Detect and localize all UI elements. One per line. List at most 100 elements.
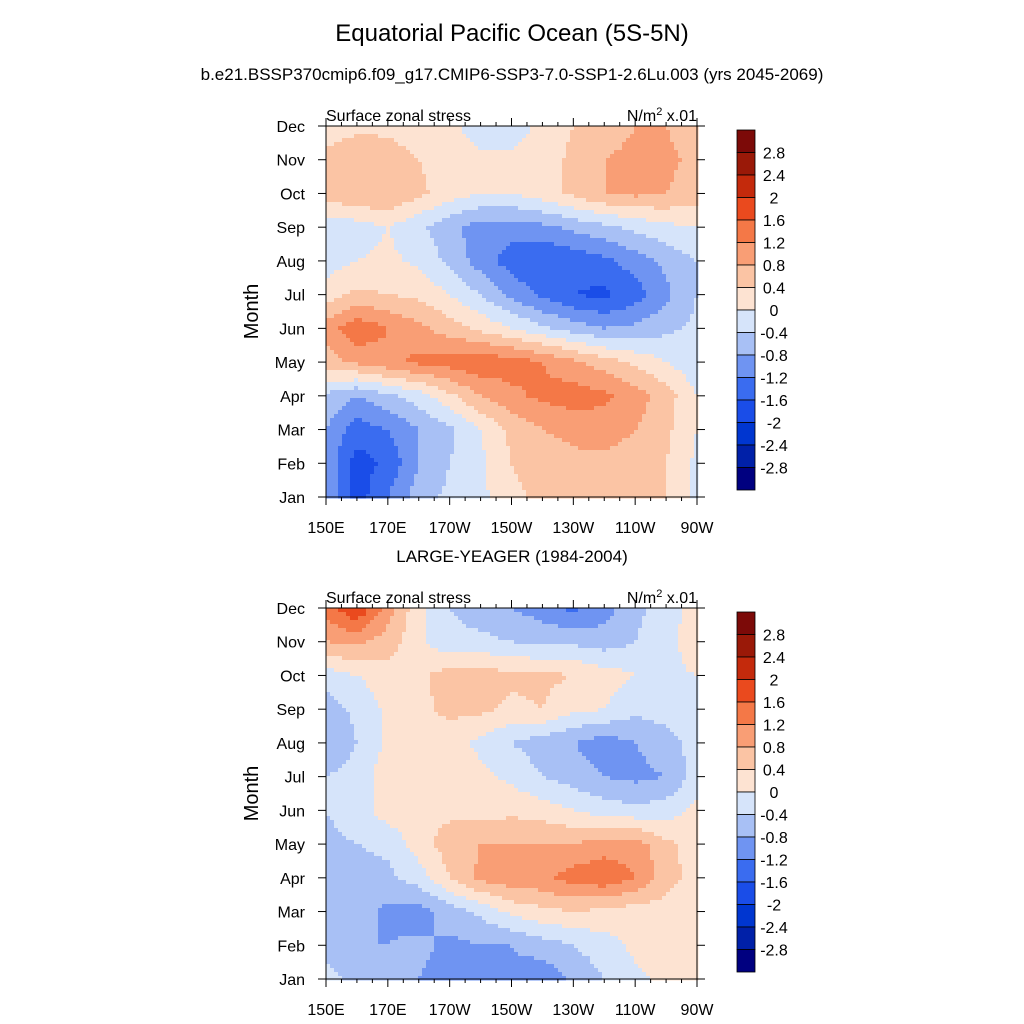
colorbar-swatch: [736, 377, 756, 401]
y-tick-label: May: [275, 837, 305, 854]
y-tick-label: Aug: [277, 254, 305, 271]
x-tick-label: 130W: [552, 520, 595, 537]
colorbar-swatch: [736, 881, 756, 905]
colorbar-label: -1.6: [760, 393, 788, 410]
x-tick-label: 90W: [681, 1002, 715, 1019]
colorbar-label: -0.4: [760, 808, 788, 825]
contour-field: [326, 126, 699, 499]
colorbar-swatch: [736, 859, 756, 883]
colorbar-label: 2.4: [763, 650, 785, 667]
colorbar-swatch: [736, 904, 756, 928]
colorbar-swatch: [736, 467, 756, 491]
colorbar-label: 0: [770, 785, 779, 802]
colorbar-label: 0.8: [763, 740, 785, 757]
colorbar-swatch: [736, 769, 756, 793]
colorbar-label: -0.4: [760, 326, 788, 343]
colorbar-label: -1.2: [760, 853, 788, 870]
colorbar-label: -0.8: [760, 348, 788, 365]
colorbar-swatch: [736, 242, 756, 266]
y-tick-label: May: [275, 355, 305, 372]
colorbar-swatch: [736, 724, 756, 748]
units-annotation: N/m2 x.01: [627, 106, 697, 125]
colorbar-label: 1.6: [763, 695, 785, 712]
y-tick-label: Nov: [277, 153, 305, 170]
colorbar-swatch: [736, 836, 756, 860]
colorbar-swatch: [736, 309, 756, 333]
y-tick-label: Feb: [277, 938, 305, 955]
colorbar-label: 2.4: [763, 168, 785, 185]
y-tick-label: Aug: [277, 736, 305, 753]
x-tick-label: 170W: [429, 520, 472, 537]
top-panel-title: b.e21.BSSP370cmip6.f09_g17.CMIP6-SSP3-7.…: [200, 65, 824, 84]
colorbar-swatch: [736, 746, 756, 770]
x-tick-label: 150E: [307, 520, 344, 537]
colorbar-swatch: [736, 264, 756, 288]
colorbar-swatch: [736, 679, 756, 703]
x-tick-label: 110W: [615, 520, 657, 537]
colorbar-label: 1.2: [763, 718, 785, 735]
colorbar-swatch: [736, 174, 756, 198]
y-tick-label: Oct: [280, 668, 305, 685]
y-tick-label: Apr: [280, 389, 306, 406]
x-tick-label: 150W: [491, 1002, 534, 1019]
y-tick-label: Jul: [285, 288, 305, 305]
x-tick-label: 90W: [681, 520, 715, 537]
colorbar-swatch: [736, 949, 756, 973]
colorbar-swatch: [736, 152, 756, 176]
y-tick-label: Dec: [277, 601, 305, 618]
colorbar-swatch: [736, 399, 756, 423]
x-tick-label: 150W: [491, 520, 534, 537]
left-annotation: Surface zonal stress: [326, 590, 471, 607]
colorbar-label: 0.8: [763, 258, 785, 275]
colorbar-label: 2: [770, 673, 779, 690]
colorbar-label: -2: [767, 416, 781, 433]
y-tick-label: Mar: [277, 423, 305, 440]
y-axis-title: Month: [241, 766, 263, 822]
y-tick-label: Dec: [277, 119, 305, 136]
contour-field: [326, 608, 699, 981]
colorbar-swatch: [736, 354, 756, 378]
left-annotation: Surface zonal stress: [326, 108, 471, 125]
colorbar-swatch: [736, 444, 756, 468]
colorbar-swatch: [736, 634, 756, 658]
colorbar-swatch: [736, 197, 756, 221]
colorbar-label: 2.8: [763, 146, 785, 163]
colorbar-label: -1.2: [760, 371, 788, 388]
y-tick-label: Jan: [279, 490, 305, 507]
bottom-panel-title: LARGE-YEAGER (1984-2004): [396, 547, 628, 566]
colorbar-label: -2.4: [760, 920, 788, 937]
colorbar-label: -0.8: [760, 830, 788, 847]
x-tick-label: 150E: [307, 1002, 344, 1019]
y-axis-title: Month: [241, 284, 263, 340]
colorbar-label: -2.4: [760, 438, 788, 455]
y-tick-label: Sep: [277, 702, 306, 719]
y-tick-label: Mar: [277, 905, 305, 922]
y-tick-label: Sep: [277, 220, 306, 237]
y-tick-label: Apr: [280, 871, 306, 888]
colorbar-swatch: [736, 656, 756, 680]
units-annotation: N/m2 x.01: [627, 588, 697, 607]
bottom-contour-chart: Surface zonal stress N/m2 x.01 Jan Feb Mar Ap…: [241, 588, 788, 1019]
y-tick-label: Jun: [279, 803, 305, 820]
y-tick-label: Jun: [279, 321, 305, 338]
y-tick-label: Jan: [279, 972, 305, 989]
colorbar-label: 0: [770, 303, 779, 320]
colorbar-label: -2: [767, 898, 781, 915]
top-contour-chart: Surface zonal stress N/m2 x.01 Jan Feb Mar Ap…: [241, 106, 788, 537]
x-tick-label: 130W: [552, 1002, 595, 1019]
colorbar-label: 0.4: [763, 763, 785, 780]
colorbar-label: 1.6: [763, 213, 785, 230]
y-tick-label: Feb: [277, 456, 305, 473]
colorbar-swatch: [736, 926, 756, 950]
colorbar-label: -1.6: [760, 875, 788, 892]
colorbar-label: 2: [770, 191, 779, 208]
colorbar-label: 0.4: [763, 281, 785, 298]
colorbar-swatch: [736, 422, 756, 446]
colorbar-label: -2.8: [760, 943, 788, 960]
y-tick-label: Oct: [280, 186, 305, 203]
colorbar-swatch: [736, 332, 756, 356]
x-tick-label: 170E: [369, 1002, 406, 1019]
y-tick-label: Nov: [277, 635, 305, 652]
colorbar-label: -2.8: [760, 461, 788, 478]
figure-title: Equatorial Pacific Ocean (5S-5N): [335, 20, 689, 47]
